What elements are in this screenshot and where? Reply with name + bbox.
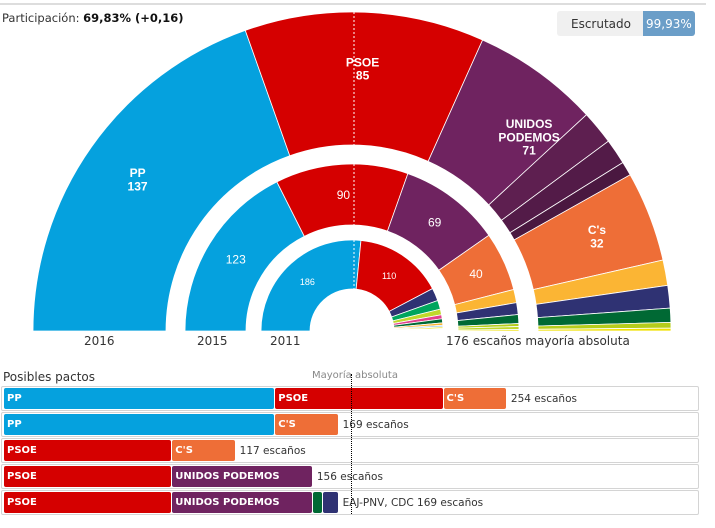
majority-line-label: Mayoría absoluta bbox=[312, 370, 398, 381]
seat-slice-2011-gbai[interactable] bbox=[393, 329, 444, 332]
scrutiny-label: Escrutado bbox=[557, 11, 643, 36]
ring-2016 bbox=[32, 11, 672, 332]
scrutiny-badge: Escrutado 99,93% bbox=[557, 11, 695, 36]
pact-segment-psoe: PSOE bbox=[4, 440, 172, 461]
pactos-title: Posibles pactos bbox=[3, 370, 96, 384]
pact-total: 169 escaños bbox=[342, 418, 409, 431]
participation-value: 69,83% (+0,16) bbox=[83, 11, 184, 25]
ring-label-2015: 2015 bbox=[197, 334, 228, 348]
pact-row[interactable]: PSOE UNIDOS PODEMOS EAJ-PNV, CDC 169 escañ… bbox=[1, 490, 699, 515]
ring-2015 bbox=[184, 163, 520, 332]
slice-label-2015-podemos: 69 bbox=[428, 216, 442, 230]
pact-total: 117 escaños bbox=[239, 444, 306, 457]
pact-segment-pp: PP bbox=[4, 388, 275, 409]
pact-segment-cdc bbox=[322, 492, 338, 513]
majority-caption: 176 escaños mayoría absoluta bbox=[446, 334, 630, 348]
pact-total: EAJ-PNV, CDC 169 escaños bbox=[342, 496, 484, 509]
pactos-list: PP PSOE C'S 254 escaños PP C'S 169 escaños PSOE… bbox=[1, 386, 699, 516]
participation-label: Participación: bbox=[2, 11, 80, 25]
slice-label-2016-unidos-podemos: UNIDOS PODEMOS 71 bbox=[498, 117, 559, 157]
slice-label-2011-psoe: 110 bbox=[382, 271, 396, 281]
slice-label-2016-c-s: C's 32 bbox=[588, 223, 607, 250]
seat-slice-2015-cc[interactable] bbox=[457, 329, 520, 332]
pact-segment-unidos-podemos: UNIDOS PODEMOS bbox=[172, 466, 312, 487]
pact-row[interactable]: PP C'S 169 escaños bbox=[1, 412, 699, 437]
pact-segment-c-s: C'S bbox=[443, 388, 506, 409]
slice-label-2015-c-s: 40 bbox=[469, 267, 483, 281]
pact-segment-c-s: C'S bbox=[275, 414, 338, 435]
ring-label-2016: 2016 bbox=[84, 334, 115, 348]
majority-line bbox=[351, 374, 352, 514]
slice-label-2015-psoe: 90 bbox=[337, 188, 351, 202]
slice-label-2011-pp: 186 bbox=[300, 277, 315, 287]
scrutiny-value: 99,93% bbox=[643, 11, 695, 36]
seat-slice-2016-pp[interactable] bbox=[32, 29, 291, 332]
pact-row[interactable]: PSOE C'S 117 escaños bbox=[1, 438, 699, 463]
pact-total: 254 escaños bbox=[510, 392, 577, 405]
participation-readout: Participación: 69,83% (+0,16) bbox=[2, 11, 184, 25]
ring-2011 bbox=[260, 239, 444, 332]
pact-segment-psoe: PSOE bbox=[4, 466, 172, 487]
pact-total: 156 escaños bbox=[316, 470, 383, 483]
seat-slice-2016-cc[interactable] bbox=[537, 327, 672, 332]
slice-label-2015-pp: 123 bbox=[226, 253, 246, 267]
pact-row[interactable]: PSOE UNIDOS PODEMOS 156 escaños bbox=[1, 464, 699, 489]
pact-segment-psoe: PSOE bbox=[275, 388, 443, 409]
slice-label-2016-pp: PP 137 bbox=[128, 166, 148, 193]
pact-segment-psoe: PSOE bbox=[4, 492, 172, 513]
pact-segment-pnv bbox=[312, 492, 322, 513]
seat-slice-2011-pp[interactable] bbox=[260, 239, 362, 332]
pact-segment-pp: PP bbox=[4, 414, 275, 435]
pact-row[interactable]: PP PSOE C'S 254 escaños bbox=[1, 386, 699, 411]
ring-label-2011: 2011 bbox=[270, 334, 301, 348]
pact-segment-c-s: C'S bbox=[172, 440, 235, 461]
top-divider bbox=[0, 3, 706, 5]
pact-segment-unidos-podemos: UNIDOS PODEMOS bbox=[172, 492, 312, 513]
